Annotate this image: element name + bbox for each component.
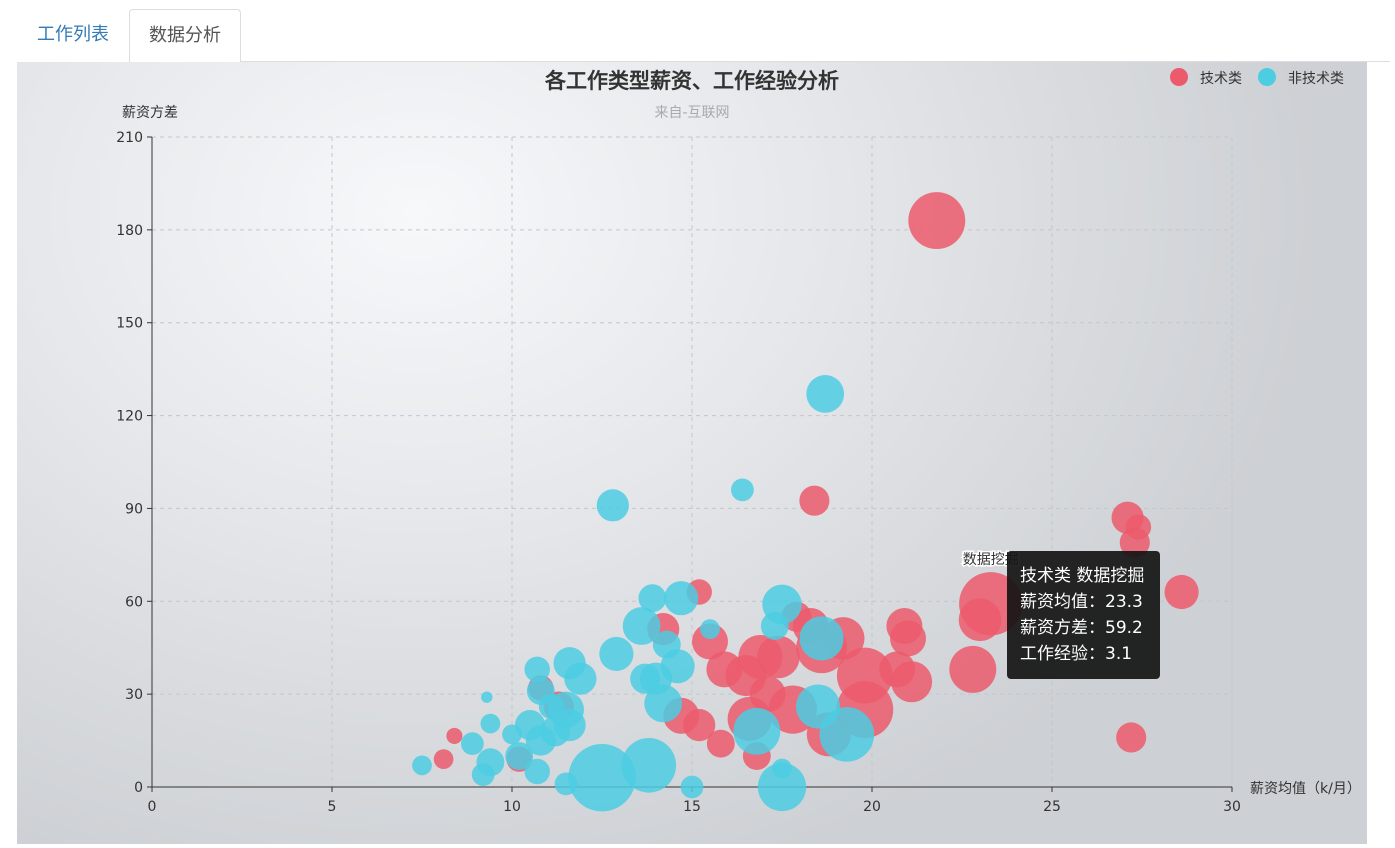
bubble-tech <box>433 749 454 770</box>
bubble-tech <box>1119 527 1150 558</box>
chart-panel: 0 30 60 90 120 150 180 210 0 5 10 15 20 25 30 各工作类型薪资、… <box>17 62 1367 844</box>
bubble-nontech <box>733 707 781 755</box>
bubble-tech <box>949 645 997 693</box>
bubble-nontech <box>757 762 807 812</box>
x-tick-label: 0 <box>148 799 157 815</box>
x-tick-label: 5 <box>328 799 337 815</box>
bubble-tech <box>706 651 743 688</box>
x-tick-label: 10 <box>503 799 521 815</box>
x-tick-label: 20 <box>863 799 881 815</box>
bubble-nontech <box>680 775 704 799</box>
bubble-nontech <box>461 732 484 756</box>
tooltip-header: 技术类 数据挖掘 <box>1020 566 1145 586</box>
tab-bar: 工作列表 数据分析 <box>0 0 1395 63</box>
bubble-nontech <box>596 489 629 522</box>
bubble-tech <box>706 729 735 758</box>
bubble-nontech <box>481 691 493 703</box>
tab-baseline <box>238 61 1390 62</box>
y-tick-label: 30 <box>125 687 143 703</box>
bubble-nontech <box>819 707 875 762</box>
bubble-nontech <box>599 636 634 671</box>
y-tick-label: 0 <box>134 780 143 796</box>
bubble-tech <box>799 485 830 516</box>
bubble-nontech <box>630 663 661 694</box>
bubble-nontech <box>760 612 789 640</box>
y-tick-label: 90 <box>125 501 143 517</box>
y-tick-label: 150 <box>116 316 143 332</box>
bubble-nontech <box>664 581 699 616</box>
bubble-nontech <box>731 478 754 502</box>
bubble-nontech <box>568 744 636 812</box>
bubble-nontech <box>554 772 578 796</box>
chart-title: 各工作类型薪资、工作经验分析 <box>544 69 839 93</box>
bubble-tech <box>958 598 1002 642</box>
bubble-tech <box>1116 722 1147 753</box>
bubble-tech <box>890 620 926 657</box>
bubble-tech <box>908 192 966 250</box>
grid <box>152 136 1233 787</box>
bubble-nontech <box>564 662 597 695</box>
y-tick-label: 60 <box>125 594 143 610</box>
x-tick-label: 15 <box>683 799 701 815</box>
bubble-nontech <box>480 713 501 734</box>
bubble-nontech <box>644 684 683 723</box>
bubble-nontech <box>412 755 432 776</box>
bubble-nontech <box>471 763 495 787</box>
bubble-tech <box>446 727 463 744</box>
tab-data-analysis[interactable]: 数据分析 <box>129 9 241 63</box>
x-tick-label: 30 <box>1223 799 1241 815</box>
bubble-nontech <box>525 725 556 756</box>
legend-marker-nontech[interactable] <box>1258 68 1276 86</box>
bubble-nontech <box>502 724 522 745</box>
bubble-nontech <box>538 693 565 720</box>
legend-marker-tech[interactable] <box>1170 68 1188 86</box>
bubble-nontech <box>806 375 845 413</box>
bubble-nontech <box>638 584 667 613</box>
y-tick-label: 210 <box>116 130 143 146</box>
tooltip-experience: 工作经验：3.1 <box>1020 644 1133 664</box>
bubble-tech <box>1164 574 1199 610</box>
chart-subtitle: 来自-互联网 <box>654 105 729 121</box>
y-tick-label: 120 <box>116 409 143 425</box>
bubble-nontech <box>622 607 661 645</box>
y-tick-label: 180 <box>116 223 143 239</box>
legend: 技术类 非技术类 <box>1170 68 1344 87</box>
legend-label-nontech[interactable]: 非技术类 <box>1288 71 1344 87</box>
x-tick-label: 25 <box>1043 799 1061 815</box>
bubble-annotation: 数据挖掘 <box>963 552 1019 568</box>
x-axis-label: 薪资均值（k/月） <box>1250 781 1361 797</box>
tooltip: 技术类 数据挖掘 薪资均值：23.3 薪资方差：59.2 工作经验：3.1 <box>1007 551 1160 679</box>
tooltip-salary-variance: 薪资方差：59.2 <box>1020 618 1143 638</box>
tab-job-list[interactable]: 工作列表 <box>37 24 109 45</box>
bubbles <box>412 192 1199 812</box>
bubble-nontech <box>524 656 550 683</box>
bubble-nontech <box>799 616 844 661</box>
legend-label-tech[interactable]: 技术类 <box>1200 71 1242 87</box>
bubble-nontech <box>524 758 550 785</box>
bubble-nontech <box>700 619 720 640</box>
y-axis-label: 薪资方差 <box>122 105 178 121</box>
tooltip-salary-mean: 薪资均值：23.3 <box>1020 592 1143 612</box>
bubble-chart: 0 30 60 90 120 150 180 210 0 5 10 15 20 25 30 各工作类型薪资、… <box>116 68 1361 815</box>
bubble-nontech <box>505 742 534 770</box>
